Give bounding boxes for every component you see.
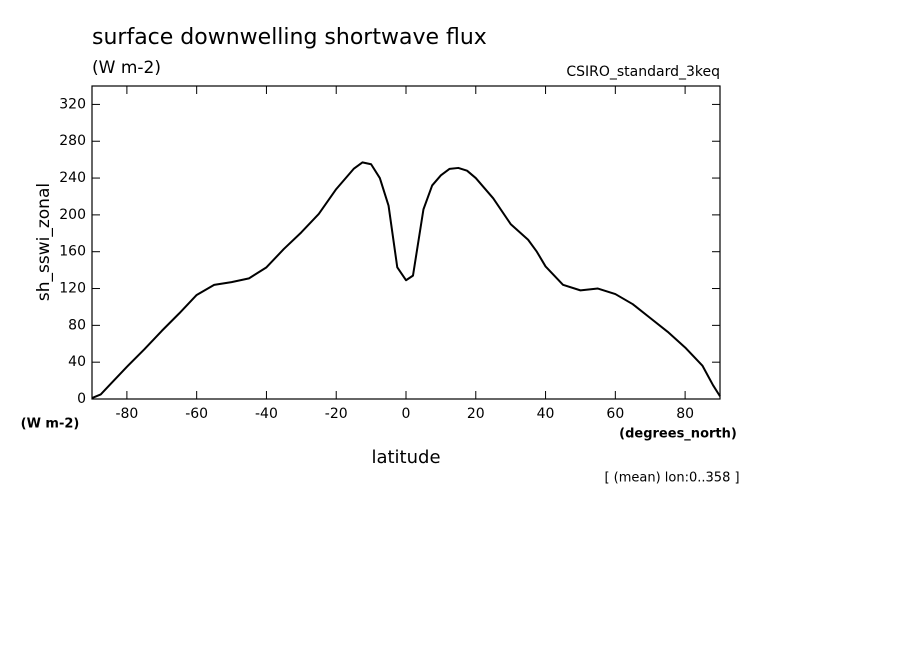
y-tick-label: 0 <box>77 391 86 407</box>
y-axis-units: (W m-2) <box>21 417 80 432</box>
y-axis-label: sh_sswi_zonal <box>34 183 54 301</box>
dataset-label: CSIRO_standard_3keq <box>566 64 720 80</box>
x-tick-label: 80 <box>676 406 694 422</box>
x-tick-label: 20 <box>467 406 485 422</box>
y-tick-label: 40 <box>68 354 86 370</box>
x-tick-label: 60 <box>606 406 624 422</box>
y-tick-label: 200 <box>59 207 86 223</box>
x-axis-units: (degrees_north) <box>619 427 737 442</box>
y-tick-label: 320 <box>59 96 86 112</box>
x-tick-label: -60 <box>185 406 208 422</box>
x-tick-label: 40 <box>537 406 555 422</box>
x-tick-label: -40 <box>255 406 278 422</box>
y-tick-label: 80 <box>68 317 86 333</box>
x-tick-label: -20 <box>325 406 348 422</box>
chart-subtitle: (W m-2) <box>92 58 161 78</box>
x-axis-label: latitude <box>371 447 440 468</box>
x-tick-label: -80 <box>115 406 138 422</box>
y-tick-label: 240 <box>59 170 86 186</box>
y-tick-label: 160 <box>59 244 86 260</box>
x-tick-label: 0 <box>402 406 411 422</box>
y-tick-label: 280 <box>59 133 86 149</box>
y-tick-label: 120 <box>59 281 86 297</box>
note: [ (mean) lon:0..358 ] <box>604 471 739 486</box>
chart-title: surface downwelling shortwave flux <box>92 25 487 50</box>
data-line <box>91 161 721 400</box>
